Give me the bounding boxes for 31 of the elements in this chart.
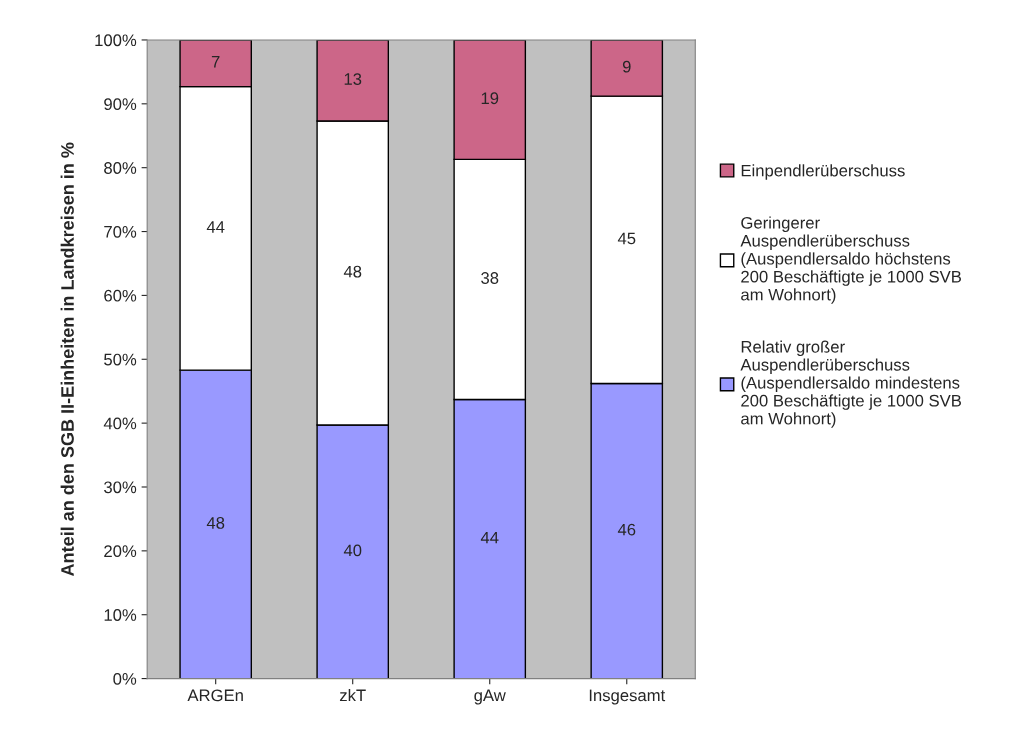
y-tick-label: 0%: [113, 672, 137, 685]
y-tick-label: 80%: [104, 162, 137, 174]
data-label: 13: [344, 73, 362, 85]
y-tick-label: 20%: [104, 545, 137, 558]
data-label: 44: [480, 531, 499, 544]
data-label: 38: [481, 272, 499, 284]
data-label: 44: [206, 221, 225, 233]
data-label: 48: [343, 265, 362, 278]
data-label: 9: [622, 60, 631, 73]
y-tick-label: 60%: [104, 289, 137, 302]
data-label: 46: [617, 523, 636, 536]
x-tick-label: gAw: [474, 689, 506, 705]
x-tick-label: ARGEn: [187, 689, 243, 702]
data-label: 48: [206, 517, 225, 529]
y-tick-label: 40%: [103, 417, 137, 430]
y-tick-label: 50%: [104, 353, 137, 366]
data-label: 40: [343, 544, 362, 557]
data-label: 7: [211, 56, 220, 68]
data-label: 45: [617, 232, 636, 245]
y-axis-title: Anteil an den SGB II-Einheiten in Landkreisen in %: [60, 142, 74, 577]
x-tick-label: Insgesamt: [589, 689, 666, 705]
y-tick-label: 10%: [104, 609, 137, 621]
legend-label: Einpendlerüberschuss: [741, 164, 905, 180]
legend-label: Relativ großer Auspendlerüberschuss (Auspendlersaldo mindestens 200 Beschäftigte je 1000 SVB am Wohnort): [740, 340, 961, 428]
x-tick-label: zkT: [339, 689, 366, 702]
y-tick-label: 30%: [104, 481, 137, 494]
y-tick-label: 90%: [104, 98, 137, 111]
y-tick-label: 70%: [104, 225, 137, 238]
y-tick-label: 100%: [95, 34, 137, 47]
legend-label: Geringerer Auspendlerüberschuss (Auspendlersaldo höchstens 200 Beschäftigte je 1000 SVB am Wohnort): [740, 216, 961, 304]
data-label: 19: [481, 92, 499, 105]
